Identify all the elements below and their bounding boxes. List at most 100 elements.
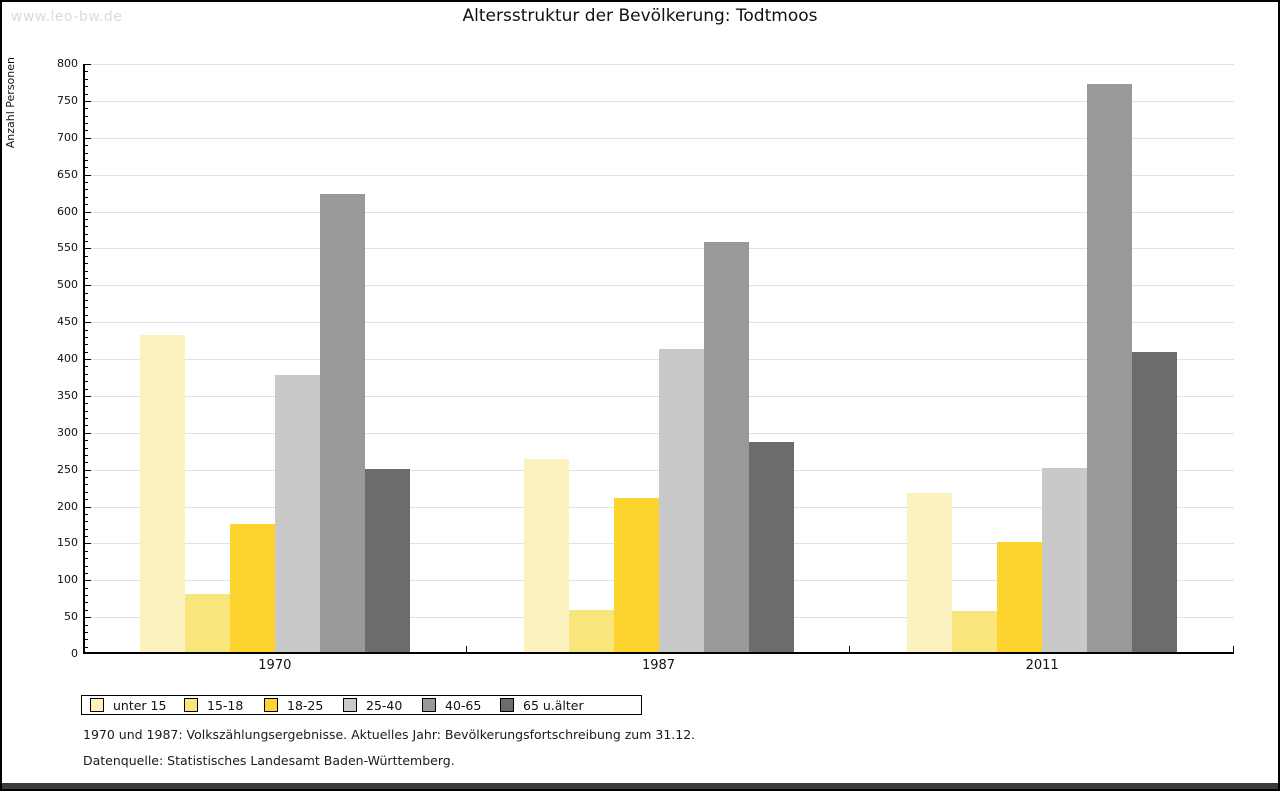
bar-40-65-1987 (703, 242, 749, 654)
y-minor-tick-290 (85, 440, 88, 442)
y-tick-label-700: 700 (57, 130, 78, 144)
y-axis-line (83, 64, 85, 654)
bar-25-40-1970 (274, 375, 320, 654)
x-group-tick-1987 (849, 646, 851, 652)
bar-40-65-2011 (1087, 83, 1133, 654)
bar-15-18-2011 (952, 610, 998, 654)
y-minor-tick-720 (85, 123, 88, 124)
y-minor-tick-780 (85, 78, 88, 80)
y-minor-tick-560 (85, 241, 88, 242)
y-major-tick-200 (85, 506, 91, 508)
y-minor-tick-310 (85, 425, 88, 427)
legend-swatch-unter-15 (90, 698, 104, 712)
legend-item-unter-15: unter 15 (90, 698, 184, 713)
bar-15-18-1987 (568, 609, 614, 654)
footnote-data-source: Datenquelle: Statistisches Landesamt Bad… (83, 753, 455, 768)
y-tick-label-600: 600 (57, 204, 78, 218)
y-minor-tick-630 (85, 189, 88, 191)
legend-label: 18-25 (287, 697, 324, 713)
y-minor-tick-740 (85, 108, 88, 110)
y-minor-tick-410 (85, 351, 88, 353)
y-tick-label-350: 350 (57, 388, 78, 402)
y-minor-tick-190 (85, 513, 88, 515)
y-tick-label-750: 750 (57, 93, 78, 107)
y-major-tick-150 (85, 543, 91, 545)
legend-label: 65 u.älter (523, 697, 584, 713)
y-minor-tick-620 (85, 196, 88, 198)
gridline-550 (83, 248, 1234, 250)
y-minor-tick-260 (85, 462, 88, 464)
bar-unter-15-1970 (139, 334, 185, 654)
x-axis-line (83, 652, 1234, 654)
y-major-tick-0 (85, 653, 91, 654)
y-major-tick-450 (85, 322, 91, 324)
y-minor-tick-460 (85, 314, 88, 316)
y-tick-label-400: 400 (57, 352, 78, 365)
y-minor-tick-210 (85, 499, 88, 501)
y-minor-tick-120 (85, 565, 88, 567)
y-minor-tick-110 (85, 572, 88, 574)
y-minor-tick-360 (85, 388, 88, 390)
legend-item-25-40: 25-40 (343, 698, 422, 713)
y-minor-tick-380 (85, 373, 88, 375)
y-tick-label-650: 650 (57, 167, 78, 181)
gridline-700 (83, 137, 1234, 139)
y-minor-tick-330 (85, 410, 88, 412)
y-major-tick-700 (85, 137, 91, 139)
y-tick-label-250: 250 (57, 462, 78, 476)
watermark: www.leo-bw.de (11, 9, 123, 25)
y-major-tick-50 (85, 617, 91, 619)
y-minor-tick-490 (85, 292, 88, 294)
legend-swatch-15-18 (184, 698, 198, 712)
bar-40-65-1970 (319, 193, 365, 654)
x-category-label-1970: 1970 (258, 658, 292, 673)
y-major-tick-100 (85, 580, 91, 582)
y-minor-tick-130 (85, 558, 88, 560)
y-minor-tick-160 (85, 536, 88, 537)
y-minor-tick-530 (85, 263, 88, 265)
footnote-source-note: 1970 und 1987: Volkszählungsergebnisse. … (83, 727, 696, 742)
legend-label: 15-18 (207, 697, 244, 713)
y-minor-tick-770 (85, 86, 88, 88)
y-minor-tick-340 (85, 403, 88, 405)
y-tick-label-500: 500 (57, 278, 78, 292)
legend-label: 40-65 (445, 697, 482, 713)
gridline-750 (83, 100, 1234, 102)
y-minor-tick-240 (85, 477, 88, 478)
x-group-tick-1970 (465, 646, 467, 652)
y-minor-tick-610 (85, 204, 88, 206)
y-major-tick-400 (85, 359, 91, 360)
y-minor-tick-580 (85, 226, 88, 228)
y-minor-tick-680 (85, 152, 88, 154)
y-major-tick-300 (85, 432, 91, 434)
legend-item-65-u.älter: 65 u.älter (500, 698, 640, 713)
y-minor-tick-10 (85, 646, 88, 648)
y-minor-tick-660 (85, 167, 88, 169)
y-tick-label-550: 550 (57, 241, 78, 255)
y-tick-label-50: 50 (64, 610, 78, 624)
y-tick-label-100: 100 (57, 573, 78, 587)
gridline-500 (83, 285, 1234, 287)
y-minor-tick-540 (85, 255, 88, 257)
y-major-tick-550 (85, 248, 91, 250)
legend-label: 25-40 (366, 697, 403, 713)
y-minor-tick-440 (85, 329, 88, 331)
y-tick-label-300: 300 (57, 425, 78, 439)
legend-swatch-65-u.älter (500, 698, 514, 712)
y-minor-tick-280 (85, 447, 88, 449)
y-minor-tick-690 (85, 145, 88, 147)
y-tick-label-800: 800 (57, 57, 78, 70)
y-minor-tick-220 (85, 491, 88, 493)
y-minor-tick-480 (85, 300, 88, 301)
y-minor-tick-640 (85, 182, 88, 183)
legend-swatch-25-40 (343, 698, 357, 712)
gridline-800 (83, 64, 1234, 65)
y-minor-tick-570 (85, 233, 88, 235)
legend-item-40-65: 40-65 (422, 698, 500, 713)
x-group-tick-2011 (1233, 646, 1234, 652)
y-minor-tick-230 (85, 484, 88, 486)
y-minor-tick-90 (85, 587, 88, 589)
bar-18-25-1970 (229, 524, 275, 654)
plot-area (83, 64, 1234, 654)
